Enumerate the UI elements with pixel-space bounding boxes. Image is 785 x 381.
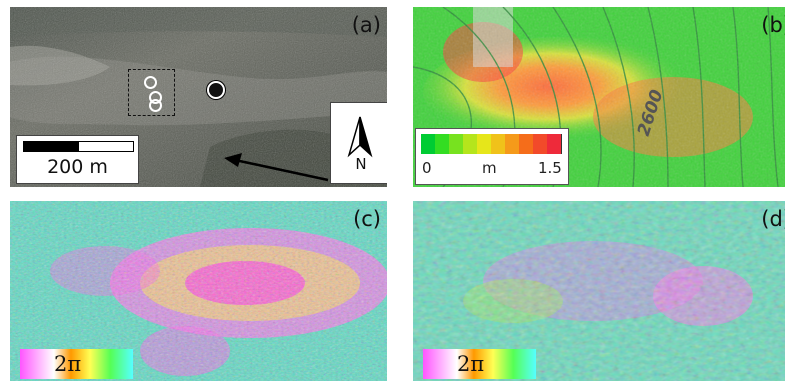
colorbar-segment: [491, 134, 506, 154]
colorbar-segment: [519, 134, 534, 154]
displacement-colorbar: 0 m 1.5: [415, 128, 569, 185]
panel-a-aerial-image: 200 m N (a): [10, 7, 387, 187]
north-box: N: [330, 102, 387, 184]
colorbar-segment: [533, 134, 548, 154]
colorbar-segment: [463, 134, 478, 154]
scale-bar: [23, 141, 134, 152]
phase-colorbar: [423, 349, 536, 379]
phase-colorbar: [20, 349, 133, 379]
colorbar-segment: [505, 134, 520, 154]
panel-d-interferogram: 2π (d): [413, 201, 785, 381]
look-direction-arrow: [224, 153, 329, 182]
panel-a-label: (a): [351, 13, 381, 37]
colorbar-unit-label: m: [482, 159, 497, 177]
panel-c-label: (c): [353, 207, 381, 231]
panel-b-label: (b): [761, 13, 785, 37]
colorbar-segment: [435, 134, 450, 154]
scale-box: 200 m: [16, 135, 139, 184]
colorbar-segment: [547, 134, 562, 154]
target-marker: [207, 81, 225, 99]
colorbar-min-label: 0: [422, 159, 432, 177]
colorbar-segment: [421, 134, 436, 154]
phase-label: 2π: [54, 352, 82, 376]
phase-label: 2π: [457, 352, 485, 376]
colorbar-segment: [477, 134, 492, 154]
north-label: N: [355, 155, 367, 173]
reflector-marker: [144, 76, 157, 89]
colorbar-segment: [449, 134, 464, 154]
sar-reflector-box: [128, 69, 175, 116]
colorbar-max-label: 1.5: [538, 159, 562, 177]
scale-label: 200 m: [47, 156, 108, 178]
panel-d-label: (d): [761, 207, 785, 231]
north-arrow-icon: [347, 116, 373, 158]
panel-b-displacement-map: 2600 0 m 1.5 (b): [413, 7, 785, 187]
reflector-marker: [149, 99, 162, 112]
panel-c-interferogram: 2π (c): [10, 201, 387, 381]
